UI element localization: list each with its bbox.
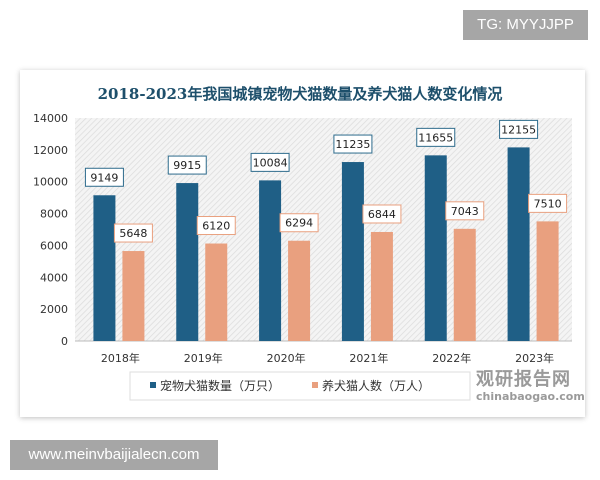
data-label: 9149: [90, 171, 118, 184]
x-tick-label: 2021年: [349, 351, 388, 365]
bar-1: [205, 243, 228, 341]
legend-label-0: 宠物犬猫数量（万只）: [160, 378, 280, 393]
legend: [129, 371, 471, 401]
data-label: 12155: [501, 123, 536, 136]
x-tick-label: 2020年: [267, 351, 306, 365]
bar-1: [122, 251, 145, 341]
y-tick-label: 8000: [40, 208, 68, 221]
data-label: 9915: [173, 159, 201, 172]
data-label-box: [416, 127, 456, 147]
data-label-box: [499, 119, 539, 139]
logo-url: chinabaogao.com: [476, 389, 585, 403]
y-tick-label: 10000: [33, 176, 68, 189]
y-tick-label: 12000: [33, 144, 68, 157]
bar-1: [288, 240, 311, 341]
data-label: 7510: [534, 197, 562, 210]
x-tick-label: 2018年: [101, 351, 140, 365]
chart-title: 2018-2023年我国城镇宠物犬猫数量及养犬猫人数变化情况: [98, 85, 503, 103]
data-label: 6844: [368, 208, 396, 221]
data-label-box: [113, 223, 153, 243]
x-tick-label: 2023年: [515, 351, 554, 365]
data-label-box: [167, 155, 207, 175]
x-tick-label: 2022年: [432, 351, 471, 365]
data-label-box: [528, 193, 568, 213]
logo: 观研报告网 chinabaogao.com: [476, 369, 585, 403]
legend-swatch-0: [150, 382, 156, 388]
bar-0: [176, 183, 199, 341]
y-tick-label: 14000: [33, 112, 68, 125]
data-label: 5648: [119, 227, 147, 240]
bar-0: [507, 147, 530, 341]
y-tick-label: 4000: [40, 271, 68, 284]
y-tick-label: 2000: [40, 303, 68, 316]
legend-swatch-1: [312, 382, 318, 388]
bar-1: [453, 228, 476, 341]
watermark-top: TG: MYYJJPP: [463, 10, 588, 40]
data-label: 6120: [202, 220, 230, 233]
data-label-box: [445, 201, 485, 221]
logo-name: 观研报告网: [476, 369, 571, 390]
x-tick-label: 2019年: [184, 351, 223, 365]
data-label: 7043: [451, 205, 479, 218]
watermark-bottom: www.meinvbaijialecn.com: [10, 440, 218, 470]
bar-0: [424, 155, 447, 341]
data-label-box: [196, 216, 236, 236]
data-label-box: [362, 204, 402, 224]
legend-label-1: 养犬猫人数（万人）: [322, 378, 430, 393]
data-label: 6294: [285, 217, 313, 230]
bar-0: [259, 180, 282, 341]
data-label: 10084: [253, 156, 288, 169]
bar-0: [341, 162, 364, 341]
y-tick-label: 0: [61, 335, 68, 348]
data-label-box: [250, 152, 290, 172]
y-tick-label: 6000: [40, 239, 68, 252]
bar-0: [93, 195, 116, 341]
data-label-box: [333, 134, 373, 154]
data-label: 11655: [418, 131, 453, 144]
data-label-box: [84, 167, 124, 187]
plot-area: [75, 118, 572, 341]
bar-1: [370, 231, 393, 341]
data-label-box: [279, 213, 319, 233]
bar-1: [536, 221, 559, 341]
data-label: 11235: [335, 138, 370, 151]
